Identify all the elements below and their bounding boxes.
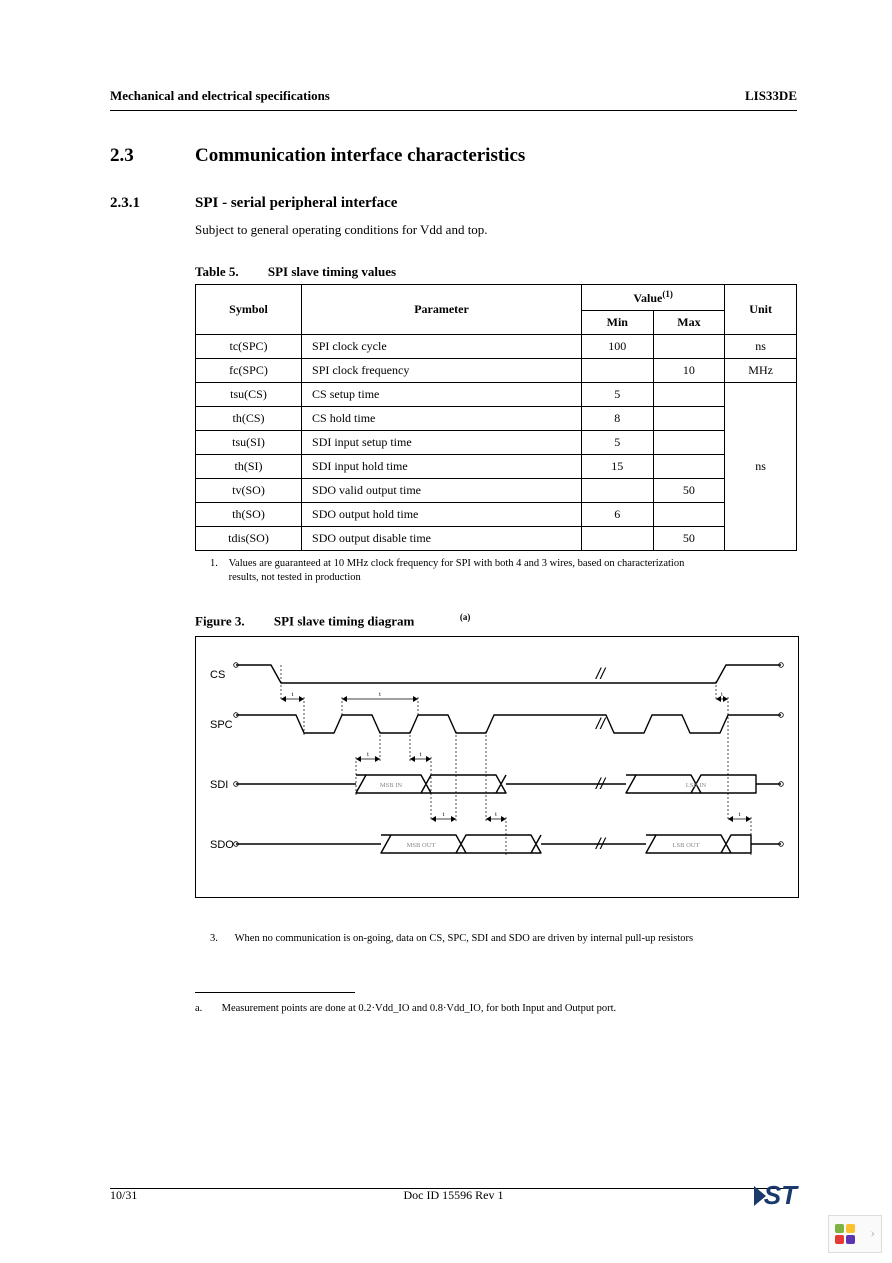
svg-text:LSB OUT: LSB OUT: [673, 842, 700, 849]
table-row: th(SO)SDO output hold time6: [196, 503, 797, 527]
svg-text:LSB IN: LSB IN: [686, 782, 707, 789]
svg-text:SDO: SDO: [210, 839, 234, 851]
table-row: tsu(SI)SDI input setup time5: [196, 431, 797, 455]
th-min: Min: [582, 311, 654, 335]
th-max: Max: [653, 311, 725, 335]
table-row: tdis(SO)SDO output disable time50: [196, 527, 797, 551]
svg-text://: //: [595, 716, 606, 733]
table-row: fc(SPC)SPI clock frequency10MHz: [196, 359, 797, 383]
svg-text:t: t: [367, 752, 369, 758]
section-heading: 2.3 Communication interface characterist…: [110, 145, 797, 167]
svg-text:t: t: [292, 692, 294, 698]
section-number: 2.3: [110, 145, 195, 167]
table-row: tsu(CS)CS setup time5ns: [196, 383, 797, 407]
running-header: Mechanical and electrical specifications…: [110, 88, 797, 104]
subsection-title: SPI - serial peripheral interface: [195, 195, 397, 212]
chevron-right-icon[interactable]: ›: [870, 1226, 875, 1242]
figure3-caption: Figure 3. SPI slave timing diagram (a): [195, 612, 797, 629]
header-section-title: Mechanical and electrical specifications: [110, 88, 330, 104]
table5-caption: Table 5. SPI slave timing values: [195, 264, 797, 280]
subsection-number: 2.3.1: [110, 195, 195, 212]
svg-text:SPC: SPC: [210, 719, 233, 731]
svg-text://: //: [595, 666, 606, 683]
page-footer: 10/31 Doc ID 15596 Rev 1 ST: [110, 1180, 797, 1211]
th-unit: Unit: [725, 285, 797, 335]
flower-icon: [835, 1224, 855, 1244]
svg-text:t: t: [495, 812, 497, 818]
footer-page: 10/31: [110, 1188, 137, 1203]
header-doc-code: LIS33DE: [745, 88, 797, 104]
viewer-thumbnail-widget[interactable]: ›: [828, 1215, 882, 1253]
table5: Symbol Parameter Value(1) Unit Min Max t…: [195, 284, 797, 551]
st-logo-arrow-icon: [754, 1186, 766, 1206]
section-title: Communication interface characteristics: [195, 145, 525, 167]
st-logo: ST: [754, 1180, 797, 1211]
svg-text://: //: [595, 776, 606, 793]
svg-text:MSB IN: MSB IN: [380, 782, 403, 789]
svg-text:CS: CS: [210, 669, 225, 681]
th-symbol: Symbol: [196, 285, 302, 335]
svg-text:SDI: SDI: [210, 779, 228, 791]
header-rule: [110, 110, 797, 111]
figure3-box: CS // SPC // SDI // MSB IN LSB IN SDO // MSB OUT LS…: [195, 636, 799, 898]
note-3: 3. When no communication is on-going, da…: [210, 932, 707, 946]
subsection-intro: Subject to general operating conditions …: [195, 222, 797, 238]
table-row: th(SI)SDI input hold time15: [196, 455, 797, 479]
table-row: tc(SPC)SPI clock cycle100ns: [196, 335, 797, 359]
table-row: th(CS)CS hold time8: [196, 407, 797, 431]
footer-docid: Doc ID 15596 Rev 1: [110, 1188, 797, 1203]
th-value: Value(1): [582, 285, 725, 311]
table-row: tv(SO)SDO valid output time50: [196, 479, 797, 503]
table5-title: SPI slave timing values: [268, 264, 396, 279]
note-a: a. Measurement points are done at 0.2·Vd…: [195, 1003, 797, 1014]
svg-text:MSB OUT: MSB OUT: [407, 842, 436, 849]
figure3-label: Figure 3.: [195, 614, 245, 629]
svg-text:t: t: [721, 692, 723, 698]
page: Mechanical and electrical specifications…: [0, 0, 892, 1263]
svg-text:t: t: [379, 692, 381, 698]
timing-diagram: CS // SPC // SDI // MSB IN LSB IN SDO // MSB OUT LS…: [196, 637, 796, 897]
table5-footnote: 1. Values are guaranteed at 10 MHz clock…: [210, 557, 687, 584]
svg-text:t: t: [739, 812, 741, 818]
table5-label: Table 5.: [195, 264, 239, 279]
figure3-title: SPI slave timing diagram: [274, 614, 414, 629]
svg-text:t: t: [420, 752, 422, 758]
svg-text://: //: [595, 836, 606, 853]
subsection-heading: 2.3.1 SPI - serial peripheral interface: [110, 195, 797, 212]
th-parameter: Parameter: [302, 285, 582, 335]
footnote-separator: [195, 992, 355, 993]
svg-text:t: t: [443, 812, 445, 818]
